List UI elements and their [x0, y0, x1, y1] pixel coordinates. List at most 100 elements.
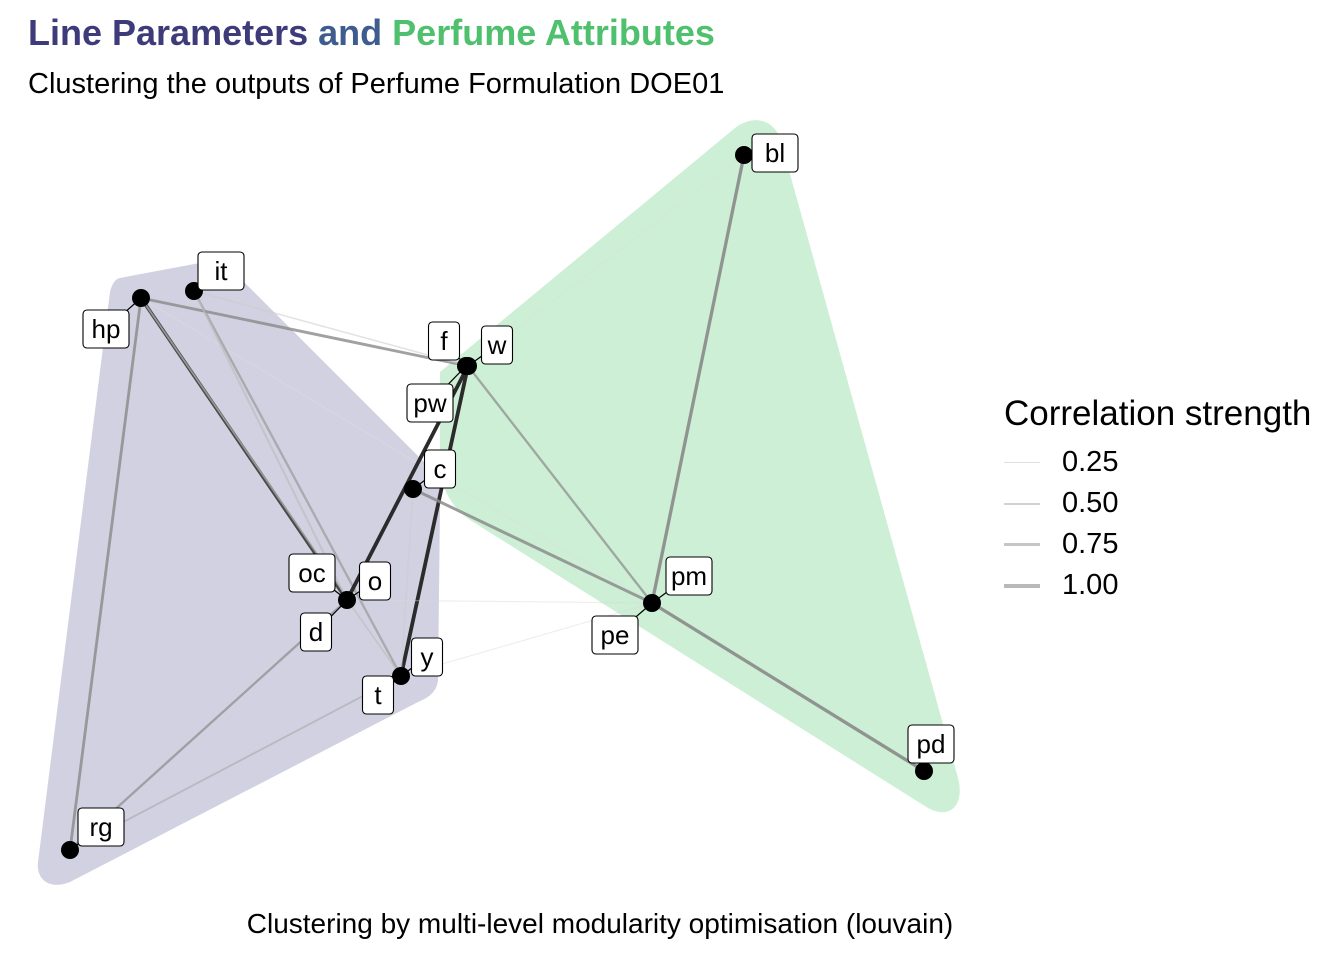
cluster-hulls [37, 120, 960, 885]
nodes [61, 146, 933, 859]
edge-pm-pd [650, 601, 926, 773]
node-oc [338, 591, 356, 609]
node-pd [915, 762, 933, 780]
node-label-box-d [299, 612, 333, 652]
legend-label: 0.50 [1062, 487, 1119, 519]
edge-it-y [192, 289, 403, 678]
edge-c-pm [411, 487, 654, 605]
node-label-it: it [197, 251, 245, 291]
node-label-o: o [358, 561, 392, 601]
node-label-text-f: f [440, 326, 448, 356]
node-label-w: w [480, 325, 514, 365]
node-labels: it hp f w pw c oc o d y t rg bl pm pe pd [77, 133, 955, 847]
edge-w-y [399, 364, 470, 678]
legend-key-line [1004, 462, 1040, 463]
edge-hp-w [139, 296, 470, 368]
legend-item: 0.50 [1004, 483, 1311, 524]
node-label-box-oc [288, 553, 336, 593]
node-label-text-t: t [374, 680, 382, 710]
node-label-text-y: y [421, 642, 434, 672]
edge-it-o [192, 289, 349, 602]
node-label-text-pd: pd [917, 729, 946, 759]
node-label-t: t [361, 675, 395, 715]
node-label-text-c: c [434, 454, 447, 484]
node-label-box-hp [82, 309, 130, 349]
node-label-text-hp: hp [92, 314, 121, 344]
edge-hp-rg [68, 296, 143, 852]
edge-w-pm [466, 364, 654, 605]
node-label-text-pm: pm [671, 561, 707, 591]
node-label-box-t [361, 675, 395, 715]
node-label-pm: pm [665, 556, 713, 596]
node-hp [132, 289, 150, 307]
node-label-pe: pe [591, 615, 639, 655]
edge-hp-y [140, 297, 402, 677]
node-label-text-bl: bl [765, 138, 785, 168]
node-label-rg: rg [77, 807, 125, 847]
node-label-pd: pd [907, 724, 955, 764]
node-label-bl: bl [751, 133, 799, 173]
legend-label: 1.00 [1062, 569, 1119, 601]
node-label-f: f [427, 321, 461, 361]
edge-pm-bl [650, 153, 746, 605]
chart-caption: Clustering by multi-level modularity opt… [246, 908, 954, 939]
node-label-box-bl [751, 133, 799, 173]
node-label-box-o [358, 561, 392, 601]
node-label-box-f [427, 321, 461, 361]
node-label-box-pe [591, 615, 639, 655]
chart-subtitle: Clustering the outputs of Perfume Formul… [28, 68, 725, 100]
node-y [392, 667, 410, 685]
legend-label: 0.75 [1062, 528, 1119, 560]
edge-it-w [193, 290, 469, 367]
node-label-text-oc: oc [298, 558, 325, 588]
node-label-text-pw: pw [413, 388, 446, 418]
legend-key-line [1004, 583, 1040, 588]
node-label-box-pd [907, 724, 955, 764]
node-label-box-w [480, 325, 514, 365]
node-bl [735, 146, 753, 164]
node-label-d: d [299, 612, 333, 652]
node-label-c: c [423, 449, 457, 489]
legend-key-line [1004, 502, 1040, 505]
node-rg [61, 841, 79, 859]
node-label-box-rg [77, 807, 125, 847]
legend-label: 0.25 [1062, 446, 1119, 478]
edge-o-y [346, 599, 402, 677]
node-label-box-c [423, 449, 457, 489]
node-c [404, 480, 422, 498]
cluster-hull-perfume-attributes [440, 120, 960, 813]
node-label-text-d: d [309, 617, 323, 647]
title-part-line-parameters: Line Parameters [28, 12, 309, 53]
edge-o-pm [346, 599, 653, 604]
node-label-text-it: it [215, 256, 229, 286]
node-label-hp: hp [82, 309, 130, 349]
legend-item: 0.25 [1004, 442, 1311, 483]
node-label-box-pw [406, 383, 454, 423]
legend-key-line [1004, 543, 1040, 546]
node-label-oc: oc [288, 553, 336, 593]
legend: Correlation strength 0.25 0.50 0.75 1.00 [1004, 394, 1311, 606]
legend-item: 0.75 [1004, 524, 1311, 565]
node-label-text-w: w [487, 330, 507, 360]
node-label-box-y [410, 637, 444, 677]
cluster-hull-line-parameters [37, 260, 441, 885]
node-label-box-it [197, 251, 245, 291]
node-label-text-pe: pe [601, 620, 630, 650]
node-label-text-o: o [368, 566, 382, 596]
title-part-and: and [308, 12, 393, 53]
edge-c-y [400, 488, 414, 677]
node-label-y: y [410, 637, 444, 677]
legend-item: 1.00 [1004, 565, 1311, 606]
edge-y-rg [69, 675, 402, 851]
node-w [459, 357, 477, 375]
legend-title: Correlation strength [1004, 394, 1312, 433]
node-pm [643, 594, 661, 612]
chart-title: Line Parameters and Perfume Attributes [28, 12, 715, 54]
edge-w-bl [467, 154, 745, 367]
title-part-perfume-attributes: Perfume Attributes [392, 12, 715, 53]
node-label-box-pm [665, 556, 713, 596]
node-label-text-rg: rg [89, 812, 112, 842]
legend-items: 0.25 0.50 0.75 1.00 [1004, 442, 1311, 606]
node-label-pw: pw [406, 383, 454, 423]
